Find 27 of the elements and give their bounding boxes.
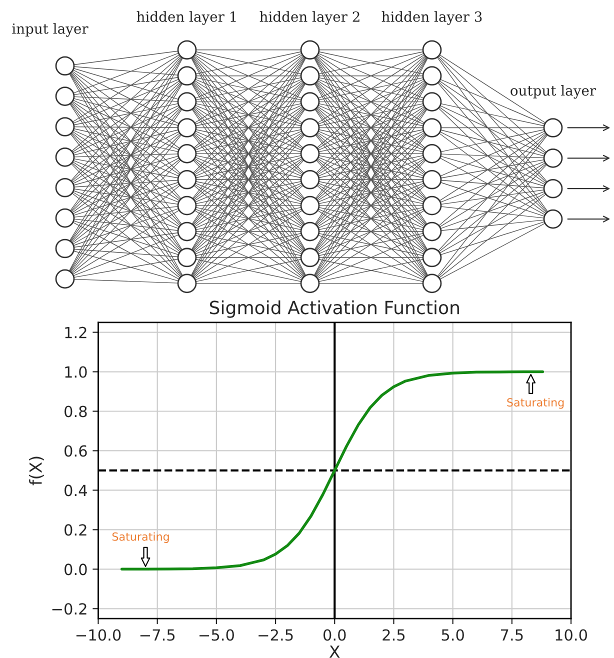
x-tick-label: 2.5 xyxy=(382,629,405,641)
text: input layer xyxy=(12,23,88,37)
y-tick-label: 1.2 xyxy=(65,326,86,338)
text: hidden layer 3 xyxy=(382,11,482,25)
x-tick-label: −7.5 xyxy=(140,629,175,641)
x-tick-label: −2.5 xyxy=(258,629,293,641)
x-tick-label: −5.0 xyxy=(200,629,234,641)
y-tick-label: 0.4 xyxy=(64,484,87,496)
annotation: Saturating xyxy=(112,532,169,543)
text: hidden layer 1 xyxy=(136,11,236,25)
y-tick-label: 0.6 xyxy=(64,445,87,457)
chart-title: Sigmoid Activation Function xyxy=(210,300,459,318)
text: hidden layer 2 xyxy=(260,11,360,25)
y-axis-title: f(X) xyxy=(29,456,44,486)
y-tick-label: 1.0 xyxy=(65,366,87,378)
text: output layer xyxy=(510,84,596,99)
x-tick-label: 7.5 xyxy=(501,629,523,641)
x-tick-label: 10.0 xyxy=(556,629,588,641)
x-tick-label: −10.0 xyxy=(76,629,121,641)
x-tick-label: 5.0 xyxy=(442,629,464,641)
annotation: Saturating xyxy=(507,398,564,409)
x-tick-label: 0.0 xyxy=(323,629,346,641)
y-tick-label: 0.2 xyxy=(64,524,86,536)
y-tick-label: 0.8 xyxy=(64,406,87,418)
y-tick-label: 0.0 xyxy=(64,564,87,576)
x-axis-title: X xyxy=(329,646,340,658)
y-tick-label: −0.2 xyxy=(52,603,86,615)
